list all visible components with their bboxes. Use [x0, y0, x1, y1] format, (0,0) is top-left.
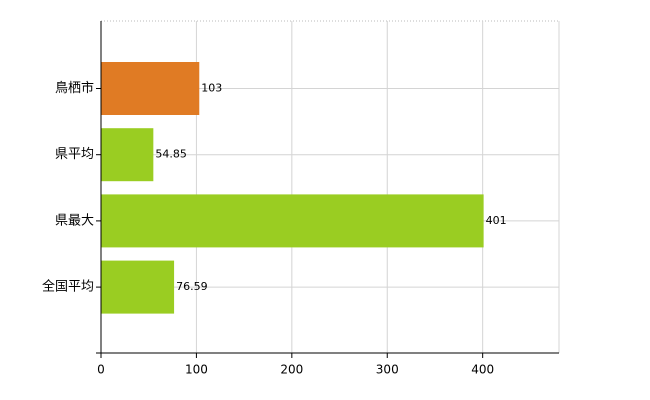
bar — [101, 194, 484, 248]
value-label: 401 — [486, 214, 507, 227]
value-label: 103 — [201, 82, 222, 95]
bar — [101, 260, 175, 314]
y-tick-label: 鳥栖市 — [55, 80, 94, 96]
x-tick-label: 400 — [471, 363, 494, 377]
bar — [101, 128, 154, 182]
value-label: 76.59 — [176, 280, 208, 293]
x-tick-label: 0 — [97, 363, 105, 377]
y-tick-label: 県最大 — [55, 213, 94, 228]
value-label: 54.85 — [155, 148, 187, 161]
x-tick-label: 100 — [185, 363, 208, 377]
bar — [101, 62, 200, 115]
y-tick-label: 県平均 — [55, 147, 94, 162]
x-tick-label: 200 — [280, 363, 303, 377]
y-tick-label: 全国平均 — [42, 279, 94, 295]
x-tick-label: 300 — [376, 363, 399, 377]
